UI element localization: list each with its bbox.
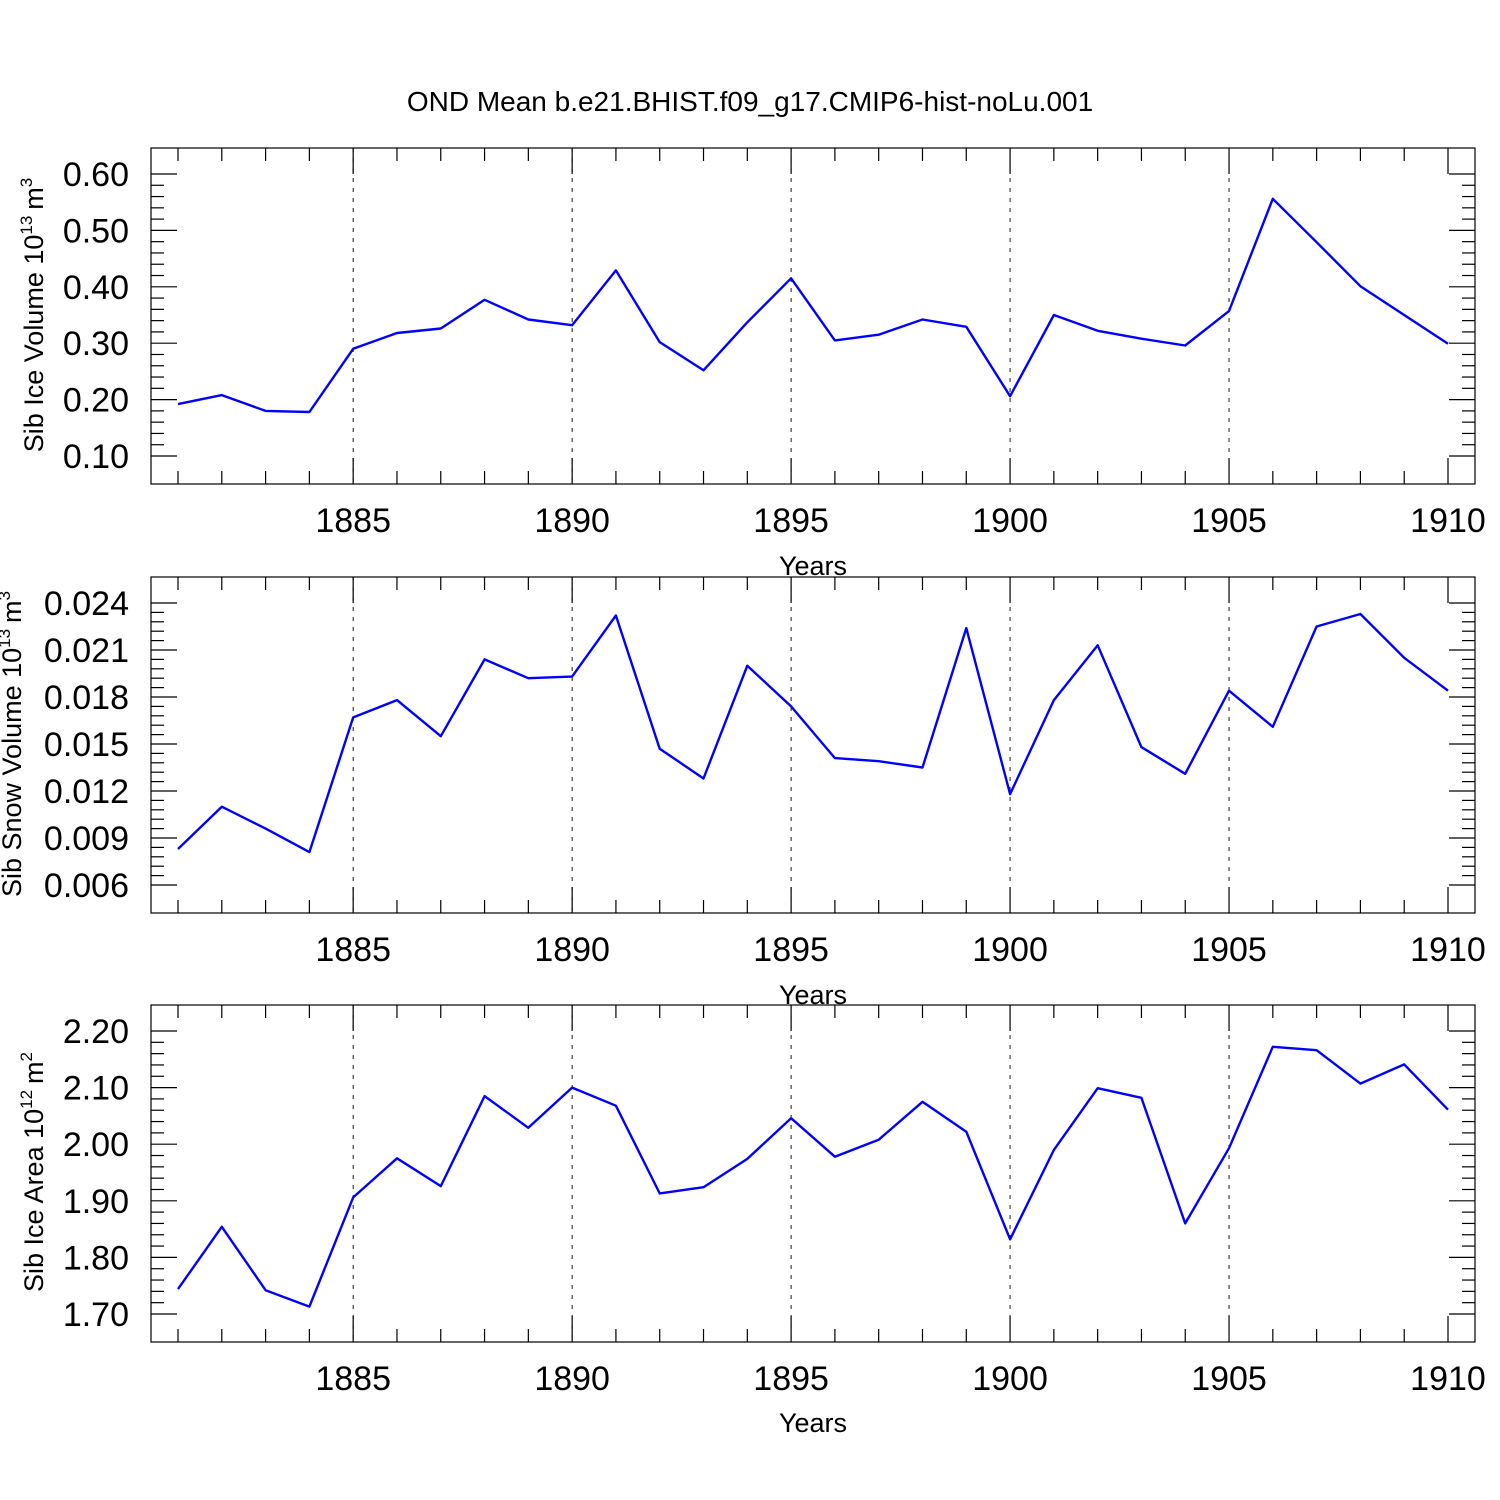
panel-1-series-line bbox=[177, 612, 1449, 854]
panel-1-xtick-label-1910: 1910 bbox=[1410, 931, 1486, 969]
panel-1-ytick-label-1: 0.009 bbox=[44, 820, 129, 858]
panel-2-xtick-label-1905: 1905 bbox=[1191, 1360, 1267, 1398]
panel-0-ytick-label-0: 0.10 bbox=[63, 438, 129, 476]
panel-2-ytick-label-5: 2.20 bbox=[63, 1013, 129, 1051]
panel-1-xtick-label-1900: 1900 bbox=[972, 931, 1048, 969]
panel-0-ytick-label-1: 0.20 bbox=[63, 382, 129, 420]
panel-2-ytick-label-2: 1.90 bbox=[63, 1183, 129, 1221]
panel-0-ytick-label-3: 0.40 bbox=[63, 269, 129, 307]
panel-2-xtick-label-1900: 1900 bbox=[972, 1360, 1048, 1398]
panel-2-ytick-label-4: 2.10 bbox=[63, 1070, 129, 1108]
panel-2-xtick-label-1910: 1910 bbox=[1410, 1360, 1486, 1398]
panel-0-ytick-label-5: 0.60 bbox=[63, 156, 129, 194]
panel-0-xtick-label-1910: 1910 bbox=[1410, 502, 1486, 540]
panel-0-ylabel-exp: 13 bbox=[17, 216, 36, 235]
panel-2-ylabel: Sib Ice Area 1012 m2 bbox=[17, 1052, 49, 1292]
panel-1-xtick-label-1890: 1890 bbox=[534, 931, 610, 969]
panel-2-ytick-label-1: 1.80 bbox=[63, 1239, 129, 1277]
panel-1-ylabel-text: Sib Snow Volume 10 bbox=[0, 648, 27, 897]
panel-1-ylabel-unit: m bbox=[0, 600, 27, 623]
panel-2-ytick-label-0: 1.70 bbox=[63, 1296, 129, 1334]
panel-1-ytick-label-6: 0.024 bbox=[44, 585, 129, 623]
panel-0-xtick-label-1885: 1885 bbox=[315, 502, 391, 540]
panel-2-series-line bbox=[177, 1045, 1449, 1308]
panel-0-ytick-label-2: 0.30 bbox=[63, 325, 129, 363]
panel-2-xtick-label-1890: 1890 bbox=[534, 1360, 610, 1398]
panel-1-ytick-label-3: 0.015 bbox=[44, 726, 129, 764]
panel-2-ylabel-text: Sib Ice Area 10 bbox=[19, 1109, 49, 1292]
panel-0-xtick-label-1900: 1900 bbox=[972, 502, 1048, 540]
panel-1-ytick-label-0: 0.006 bbox=[44, 867, 129, 905]
panel-0-xtick-label-1895: 1895 bbox=[753, 502, 829, 540]
panel-0-xtick-label-1905: 1905 bbox=[1191, 502, 1267, 540]
panel-1-ylabel-exp: 13 bbox=[0, 629, 14, 648]
panel-0-series-line bbox=[177, 197, 1449, 414]
panel-sib-snow-volume: Sib Snow Volume 1013m3 Years 18851890189… bbox=[0, 576, 1486, 1010]
panel-sib-ice-volume: Sib Ice Volume 1013 m3 Years 1885 1890 1895… bbox=[17, 147, 1486, 581]
panel-1-frame bbox=[150, 576, 1476, 914]
panel-0-xtick-label-1890: 1890 bbox=[534, 502, 610, 540]
panel-1-ylabel: Sib Snow Volume 1013 m3 bbox=[0, 591, 27, 897]
panel-1-xtick-label-1905: 1905 bbox=[1191, 931, 1267, 969]
panel-0-ylabel: Sib Ice Volume 1013 m3 bbox=[17, 178, 49, 453]
panel-2-frame bbox=[150, 1004, 1476, 1343]
panel-1-ytick-label-5: 0.021 bbox=[44, 632, 129, 670]
panel-1-ytick-label-2: 0.012 bbox=[44, 773, 129, 811]
panel-1-xtick-label-1885: 1885 bbox=[315, 931, 391, 969]
panel-2-ytick-label-3: 2.00 bbox=[63, 1126, 129, 1164]
panel-0-ylabel-unit: m bbox=[19, 187, 49, 210]
panel-2-xtick-label-1885: 1885 bbox=[315, 1360, 391, 1398]
figure-title: OND Mean b.e21.BHIST.f09_g17.CMIP6-hist-… bbox=[407, 86, 1093, 117]
panel-0-ytick-label-4: 0.50 bbox=[63, 212, 129, 250]
panel-0-ylabel-text: Sib Ice Volume 10 bbox=[19, 235, 49, 453]
panel-2-xtick-label-1895: 1895 bbox=[753, 1360, 829, 1398]
panel-0-frame bbox=[150, 147, 1476, 485]
panel-1-ytick-label-4: 0.018 bbox=[44, 679, 129, 717]
panel-0-xlabel: Years bbox=[779, 551, 847, 581]
panel-1-ylabel-unit-exp: 3 bbox=[0, 591, 14, 600]
panel-sib-ice-area: Sib Ice Area 1012 m2 Years 1885 1890 1895 19… bbox=[17, 1004, 1486, 1438]
panel-1-xtick-label-1895: 1895 bbox=[753, 931, 829, 969]
panel-2-ylabel-unit-exp: 2 bbox=[17, 1052, 36, 1061]
panel-0-ylabel-unit-exp: 3 bbox=[17, 178, 36, 187]
panel-2-ylabel-unit: m bbox=[19, 1061, 49, 1084]
panel-2-xlabel: Years bbox=[779, 1408, 847, 1438]
panel-2-ylabel-exp: 12 bbox=[17, 1090, 36, 1109]
